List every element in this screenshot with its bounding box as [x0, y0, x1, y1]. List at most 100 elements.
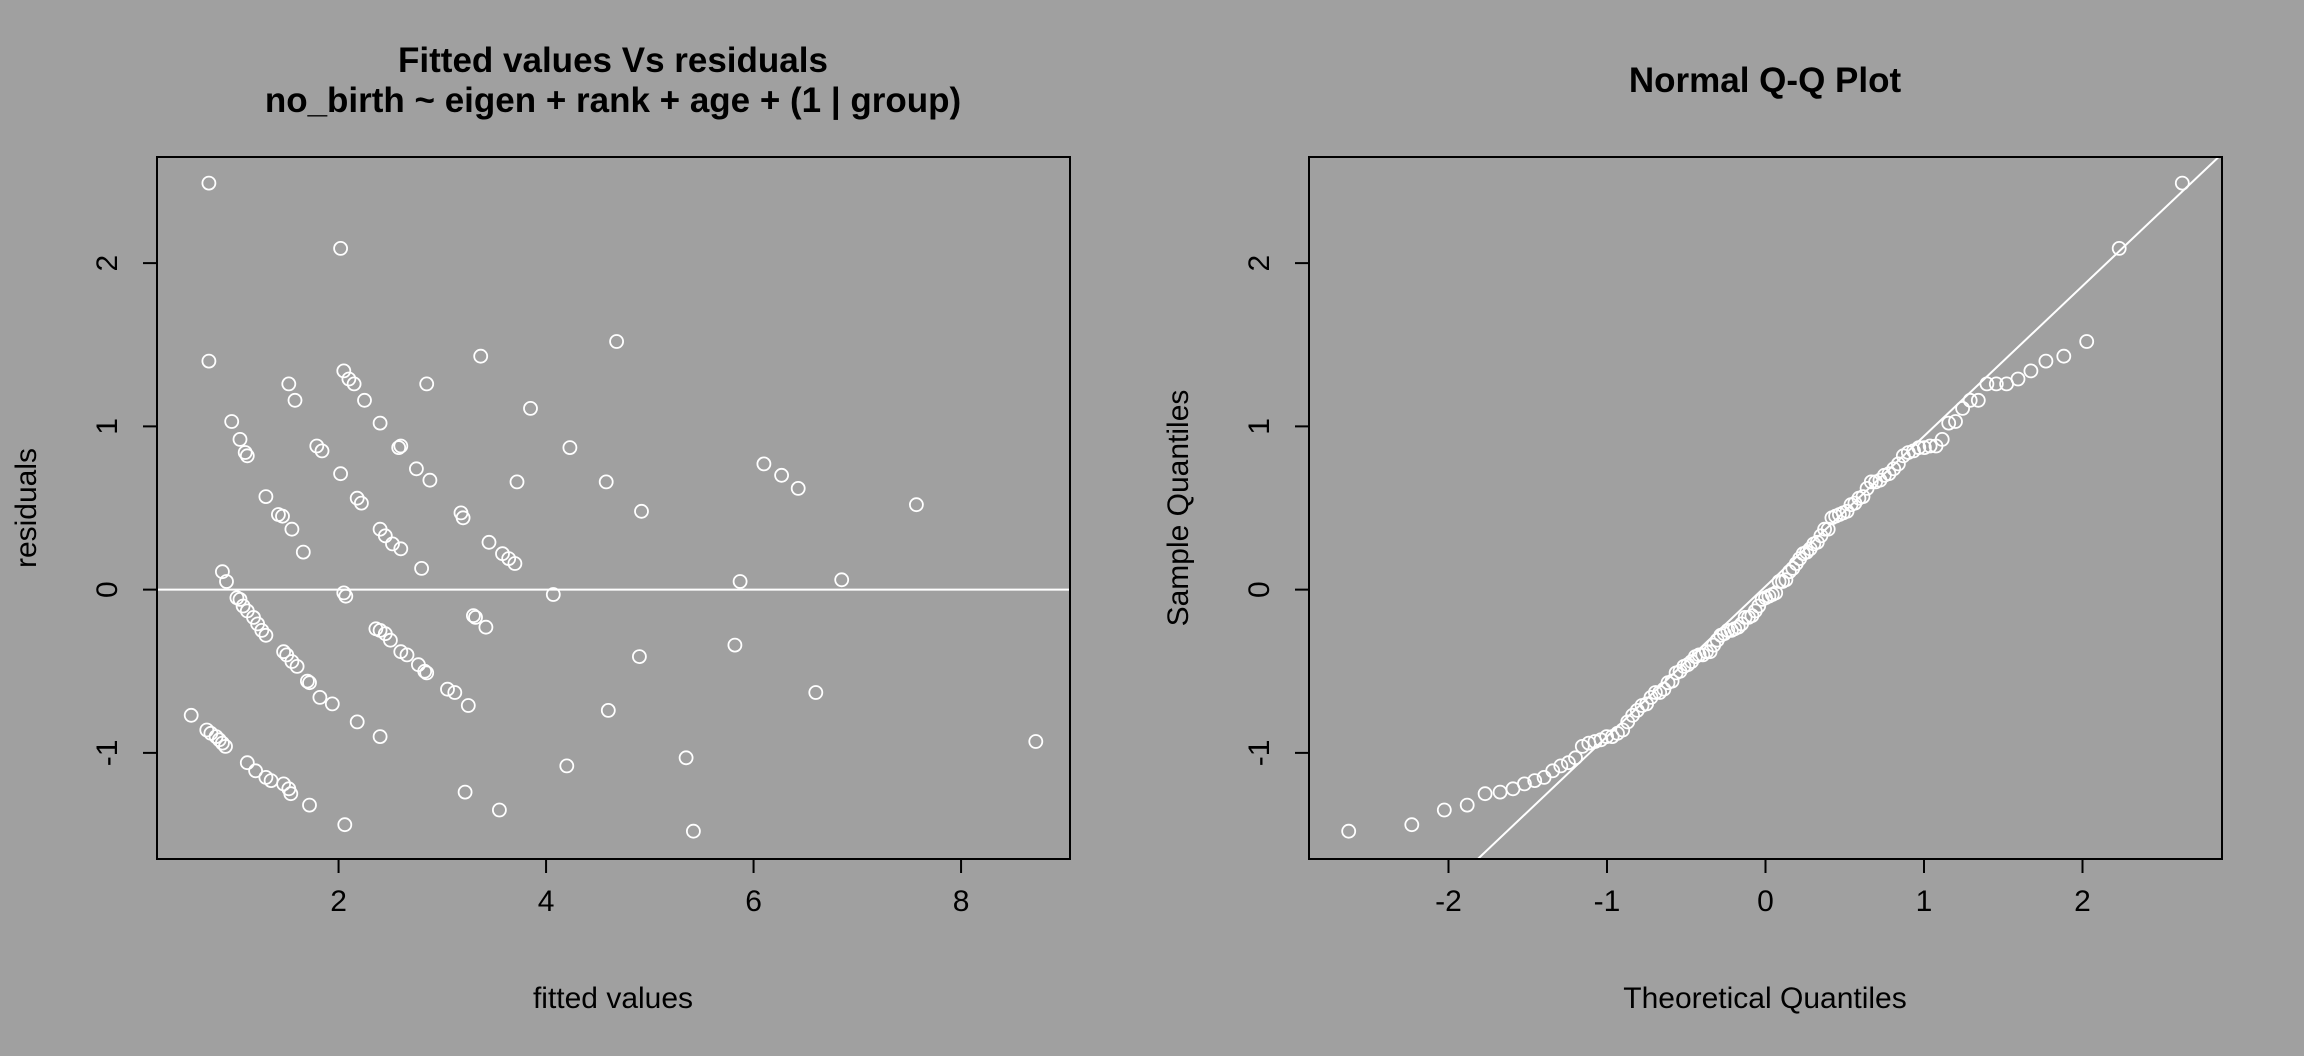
residuals-data-point	[422, 472, 438, 488]
qq-data-point	[1970, 392, 1986, 408]
residuals-data-point	[727, 637, 743, 653]
qq-y-tick-label: -1	[1243, 740, 1276, 767]
residuals-data-point	[214, 564, 230, 580]
qq-data-point	[1695, 647, 1711, 663]
residuals-x-tick-label: 4	[538, 885, 555, 918]
residuals-data-point	[337, 817, 353, 833]
residuals-data-point	[481, 534, 497, 550]
qq-plot-panel: Normal Q-Q Plot -2 -1 0 1 2 -1 0 1 2 Theoretica…	[1162, 61, 2223, 1015]
qq-data-point	[1680, 657, 1696, 673]
residuals-data-point	[834, 572, 850, 588]
qq-x-tick-label: 2	[2074, 885, 2091, 918]
qq-data-point	[1886, 461, 1902, 477]
residuals-data-point	[239, 755, 255, 771]
qq-data-point	[2023, 363, 2039, 379]
residuals-data-point	[295, 544, 311, 560]
qq-data-point	[1477, 786, 1493, 802]
residuals-data-point	[455, 510, 471, 526]
residuals-data-point	[545, 587, 561, 602]
residuals-data-point	[284, 521, 300, 537]
qq-data-point	[1955, 400, 1970, 416]
residuals-data-point	[289, 659, 305, 674]
residuals-y-tick-label: 1	[91, 418, 124, 435]
qq-data-point	[1615, 722, 1631, 738]
qq-x-tick-label: 0	[1757, 885, 1774, 918]
qq-data-point	[2056, 348, 2072, 364]
qq-data-point	[1643, 690, 1659, 705]
qq-data-point	[1891, 456, 1906, 472]
qq-data-point	[2010, 371, 2026, 387]
residuals-data-point	[678, 750, 694, 766]
qq-data-point	[1941, 415, 1957, 431]
residuals-data-point	[258, 489, 274, 505]
residuals-data-point	[248, 763, 264, 779]
residuals-data-point	[287, 392, 303, 408]
residuals-data-point	[201, 175, 217, 191]
residuals-data-point	[600, 703, 616, 718]
residuals-data-point	[408, 461, 424, 477]
qq-data-point	[1553, 758, 1569, 774]
residuals-data-point	[756, 456, 772, 472]
residuals-data-point	[382, 632, 398, 648]
qq-data-point	[1962, 392, 1978, 408]
residuals-x-axis: 2 4 6 8	[330, 858, 970, 918]
qq-reference-line	[1476, 157, 2221, 859]
qq-data-point	[2079, 334, 2095, 349]
qq-data-point	[1436, 802, 1452, 818]
qq-data-point	[1492, 784, 1508, 800]
residuals-data-point	[419, 665, 435, 681]
residuals-plot-subtitle: no_birth ~ eigen + rank + age + (1 | gro…	[265, 81, 961, 120]
residuals-data-point	[632, 649, 647, 664]
qq-data-point	[2111, 240, 2127, 256]
residuals-data-point	[346, 376, 362, 392]
qq-data-point	[1922, 438, 1938, 454]
residuals-data-point	[372, 415, 388, 431]
residuals-data-point	[258, 627, 274, 643]
residuals-data-point	[909, 497, 924, 513]
qq-data-point	[1625, 707, 1640, 723]
residuals-data-point	[417, 663, 433, 679]
residuals-data-point	[391, 440, 407, 456]
residuals-data-point	[598, 474, 614, 490]
qq-y-tick-label: 2	[1243, 255, 1276, 272]
residuals-data-point	[349, 714, 365, 730]
residuals-data-point	[559, 758, 575, 774]
residuals-data-point	[686, 823, 701, 839]
qq-x-tick-label: -1	[1594, 885, 1621, 918]
residuals-data-point	[336, 585, 352, 601]
residuals-data-point	[333, 240, 349, 256]
qq-data-point	[1730, 619, 1746, 635]
qq-data-point	[1988, 376, 2004, 392]
residuals-data-point	[460, 698, 476, 713]
qq-x-tick-label: -2	[1435, 885, 1462, 918]
residuals-y-axis: -1 0 1 2	[91, 255, 158, 766]
residuals-data-point	[239, 448, 255, 464]
residuals-data-point	[214, 735, 230, 751]
residuals-data-point	[473, 348, 489, 364]
qq-y-tick-label: 0	[1243, 581, 1276, 598]
residuals-data-point	[465, 608, 481, 624]
residuals-data-point	[353, 495, 369, 511]
qq-data-point	[1527, 773, 1543, 788]
qq-data-point	[1934, 431, 1950, 447]
residuals-data-point	[468, 610, 483, 625]
residuals-x-tick-label: 8	[953, 885, 970, 918]
residuals-data-point	[457, 784, 473, 800]
residuals-data-point	[336, 363, 352, 379]
residuals-data-point	[393, 541, 409, 557]
qq-data-point	[1855, 489, 1871, 505]
residuals-data-point	[507, 556, 523, 571]
residuals-data-point	[419, 376, 435, 392]
qq-data-point	[1917, 440, 1932, 456]
residuals-plot-frame	[156, 156, 1071, 860]
residuals-data-point	[414, 561, 430, 576]
residuals-data-point	[224, 414, 240, 429]
qq-plot-title: Normal Q-Q Plot	[1629, 61, 1902, 100]
residuals-data-point	[275, 508, 290, 524]
residuals-data-point	[341, 371, 357, 387]
residuals-data-point	[491, 802, 507, 818]
qq-y-tick-label: 1	[1243, 418, 1276, 435]
residuals-data-point	[281, 376, 297, 392]
residuals-data-point	[634, 503, 649, 519]
